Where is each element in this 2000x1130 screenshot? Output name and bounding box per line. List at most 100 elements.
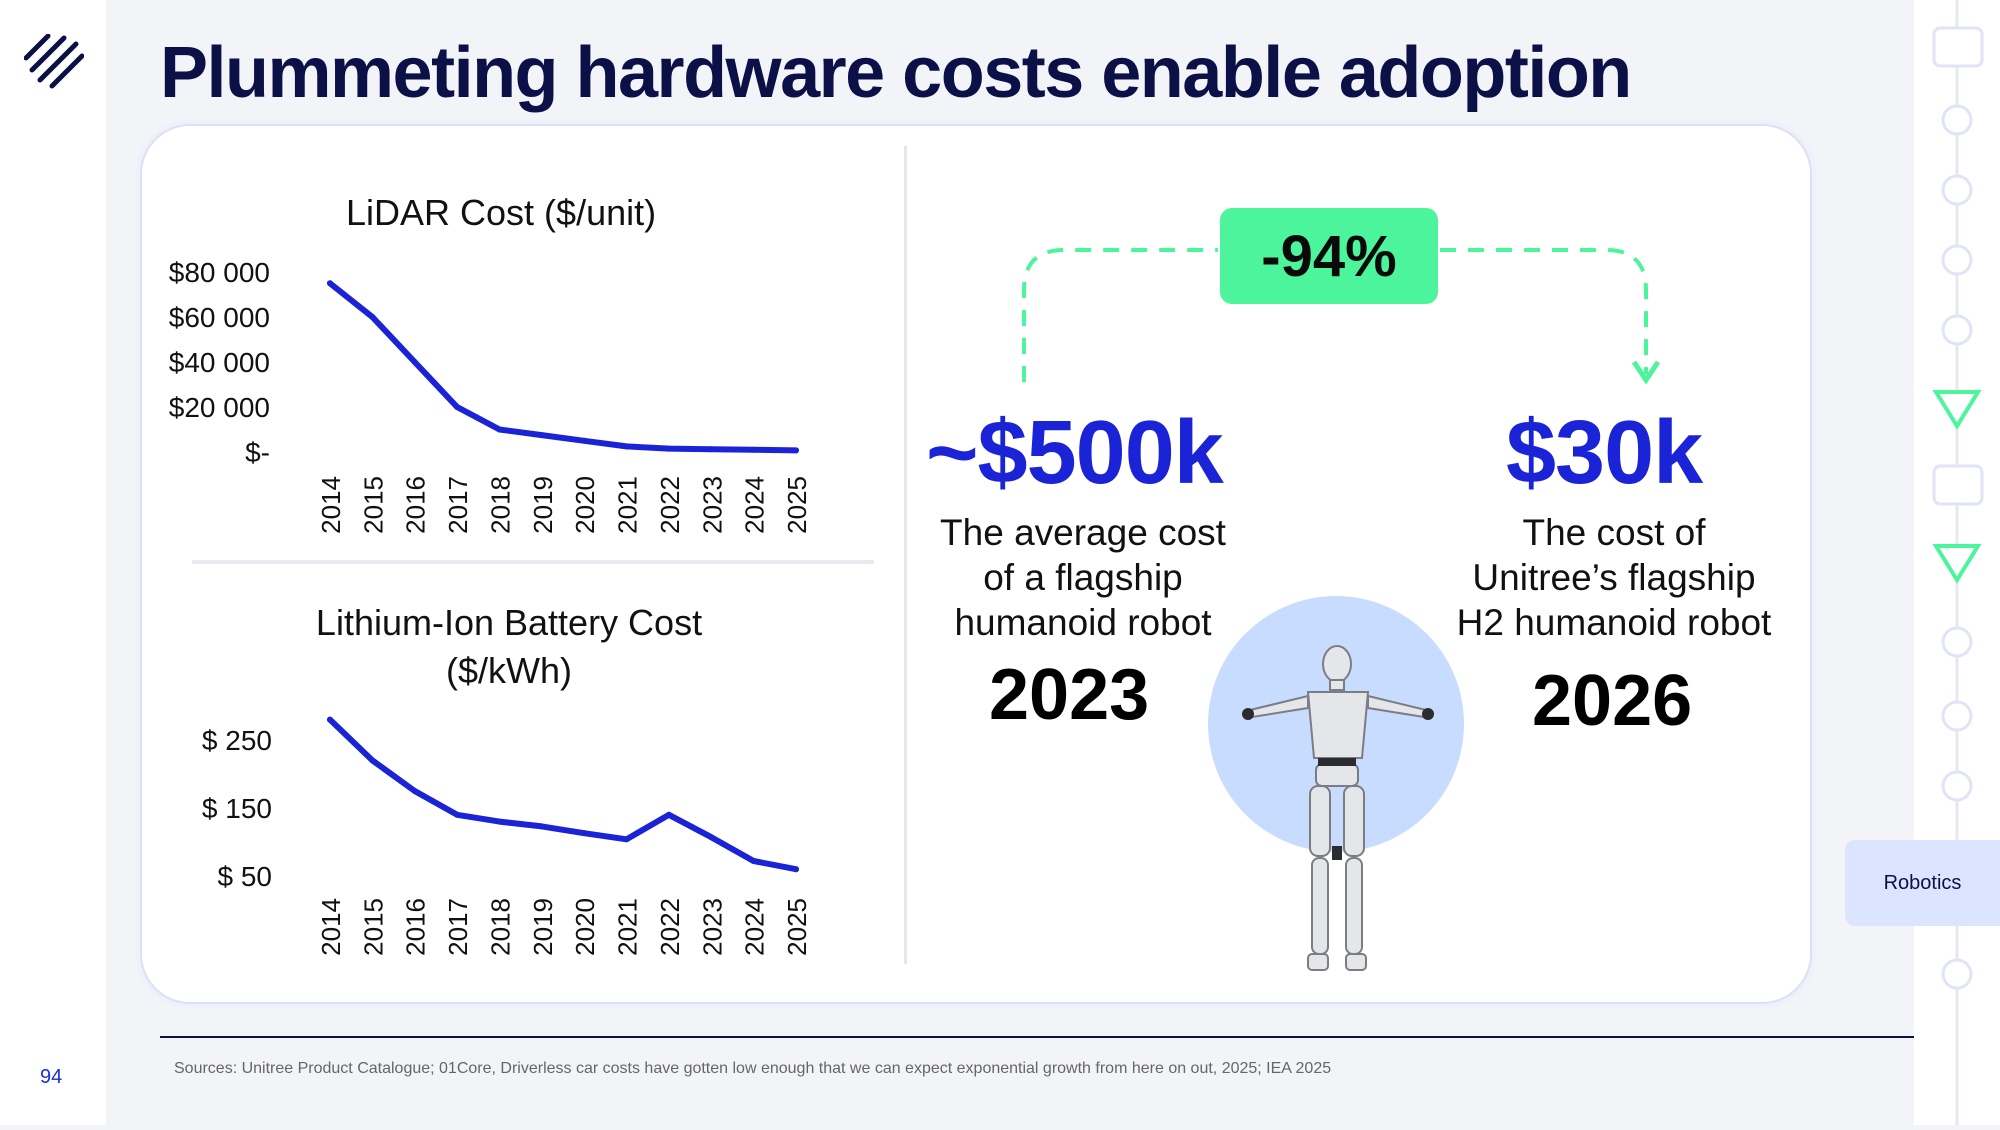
left-rail: 94	[0, 0, 106, 1125]
lidar-x-tick-label: 2025	[782, 476, 812, 534]
brand-logo-icon	[24, 34, 84, 89]
desc-before-line: The average cost	[940, 512, 1226, 553]
percent-change-badge: -94%	[1220, 208, 1438, 304]
battery-data-point	[369, 757, 376, 764]
price-after: $30k	[1506, 403, 1703, 503]
section-tab-robotics[interactable]: Robotics	[1845, 840, 2000, 926]
lidar-x-tick-label: 2018	[485, 476, 515, 534]
lidar-x-tick-label: 2024	[740, 476, 770, 534]
lidar-data-point	[581, 437, 588, 444]
desc-after-line: H2 humanoid robot	[1456, 602, 1772, 643]
lidar-x-tick-label: 2020	[570, 476, 600, 534]
progress-step-dot[interactable]	[1941, 104, 1973, 136]
battery-chart-title: Lithium-Ion Battery Cost ($/kWh)	[306, 602, 712, 692]
source-note: Sources: Unitree Product Catalogue; 01Co…	[174, 1060, 1332, 1077]
triangle-marker-icon	[1932, 390, 1982, 430]
battery-x-tick-label: 2022	[655, 898, 685, 956]
lidar-data-point	[793, 447, 799, 454]
lidar-data-point	[411, 359, 418, 365]
lidar-y-tick-label: $-	[245, 437, 270, 468]
progress-step-dot[interactable]	[1941, 244, 1973, 276]
right-progress-rail	[1914, 0, 2000, 1125]
battery-x-tick-label: 2023	[697, 898, 727, 956]
battery-data-point	[496, 818, 503, 825]
progress-step-square[interactable]	[1932, 464, 1984, 506]
battery-y-tick-label: $ 150	[202, 793, 272, 824]
battery-x-tick-label: 2021	[613, 898, 643, 956]
lidar-x-tick-label: 2022	[655, 476, 685, 534]
progress-track	[1932, 0, 1984, 1125]
progress-step-dot[interactable]	[1941, 700, 1973, 732]
lidar-chart-title: LiDAR Cost ($/unit)	[346, 192, 657, 233]
lidar-data-point	[327, 280, 333, 287]
battery-x-tick-label: 2018	[485, 898, 515, 956]
lidar-data-point	[665, 445, 672, 452]
lidar-y-tick-label: $60 000	[169, 302, 270, 333]
battery-data-point	[538, 823, 545, 830]
battery-data-point	[411, 788, 418, 794]
progress-step-dot[interactable]	[1941, 314, 1973, 346]
lidar-data-point	[496, 426, 503, 433]
progress-step-dot[interactable]	[1941, 770, 1973, 802]
battery-x-tick-label: 2019	[528, 898, 558, 956]
battery-x-tick-label: 2017	[443, 898, 473, 956]
battery-x-tick-label: 2015	[358, 898, 388, 956]
footer-divider	[160, 1036, 1914, 1038]
vertical-divider	[904, 146, 907, 964]
lidar-data-point	[538, 432, 545, 439]
battery-data-point	[581, 830, 588, 837]
triangle-marker-icon	[1932, 544, 1982, 584]
lidar-x-tick-label: 2021	[613, 476, 643, 534]
battery-series-line	[327, 716, 799, 873]
page-number: 94	[40, 1066, 63, 1088]
lidar-data-point	[369, 314, 376, 320]
battery-y-tick-label: $ 50	[218, 861, 273, 892]
desc-before-line: humanoid robot	[954, 602, 1212, 643]
desc-after-line: The cost of	[1522, 512, 1706, 553]
progress-step-dot[interactable]	[1941, 626, 1973, 658]
lidar-y-tick-label: $80 000	[169, 257, 270, 288]
lidar-y-tick-label: $40 000	[169, 347, 270, 378]
lidar-data-point	[708, 446, 715, 453]
battery-data-point	[327, 716, 333, 723]
desc-after-line: Unitree’s flagship	[1472, 557, 1756, 598]
lidar-y-tick-label: $20 000	[169, 392, 270, 423]
arrow-right-dashed	[1440, 248, 1648, 374]
lidar-x-tick-label: 2019	[528, 476, 558, 534]
lidar-series-line	[327, 280, 799, 454]
price-before: ~$500k	[926, 403, 1224, 503]
lidar-x-tick-label: 2014	[316, 476, 346, 534]
arrow-head-icon	[1631, 360, 1661, 385]
progress-step-dot[interactable]	[1941, 958, 1973, 990]
lidar-x-tick-label: 2017	[443, 476, 473, 534]
progress-step-square[interactable]	[1932, 26, 1984, 68]
year-before: 2023	[989, 655, 1150, 735]
battery-x-tick-label: 2024	[740, 898, 770, 956]
battery-chart-title-line-2: ($/kWh)	[446, 650, 572, 691]
desc-before: The average cost of a flagship humanoid …	[900, 510, 1266, 645]
arrow-left-dashed	[1022, 248, 1218, 382]
battery-x-tick-label: 2014	[316, 898, 346, 956]
lidar-x-tick-label: 2016	[401, 476, 431, 534]
desc-after: The cost of Unitree’s flagship H2 humano…	[1432, 510, 1796, 645]
battery-x-tick-label: 2016	[401, 898, 431, 956]
desc-before-line: of a flagship	[983, 557, 1183, 598]
battery-data-point	[665, 811, 672, 818]
lidar-x-tick-label: 2023	[697, 476, 727, 534]
lidar-x-tick-label: 2015	[358, 476, 388, 534]
battery-data-point	[793, 866, 799, 873]
humanoid-robot-image	[1242, 645, 1434, 971]
battery-data-point	[454, 811, 461, 818]
battery-chart-title-line-1: Lithium-Ion Battery Cost	[315, 602, 703, 643]
battery-y-tick-label: $ 250	[202, 725, 272, 756]
lidar-data-point	[454, 404, 461, 410]
lidar-data-point	[750, 446, 757, 453]
progress-step-dot[interactable]	[1941, 174, 1973, 206]
content-card	[140, 124, 1812, 1004]
year-after: 2026	[1532, 661, 1693, 741]
lidar-data-point	[623, 443, 630, 450]
battery-x-tick-label: 2020	[570, 898, 600, 956]
battery-x-tick-label: 2025	[782, 898, 812, 956]
